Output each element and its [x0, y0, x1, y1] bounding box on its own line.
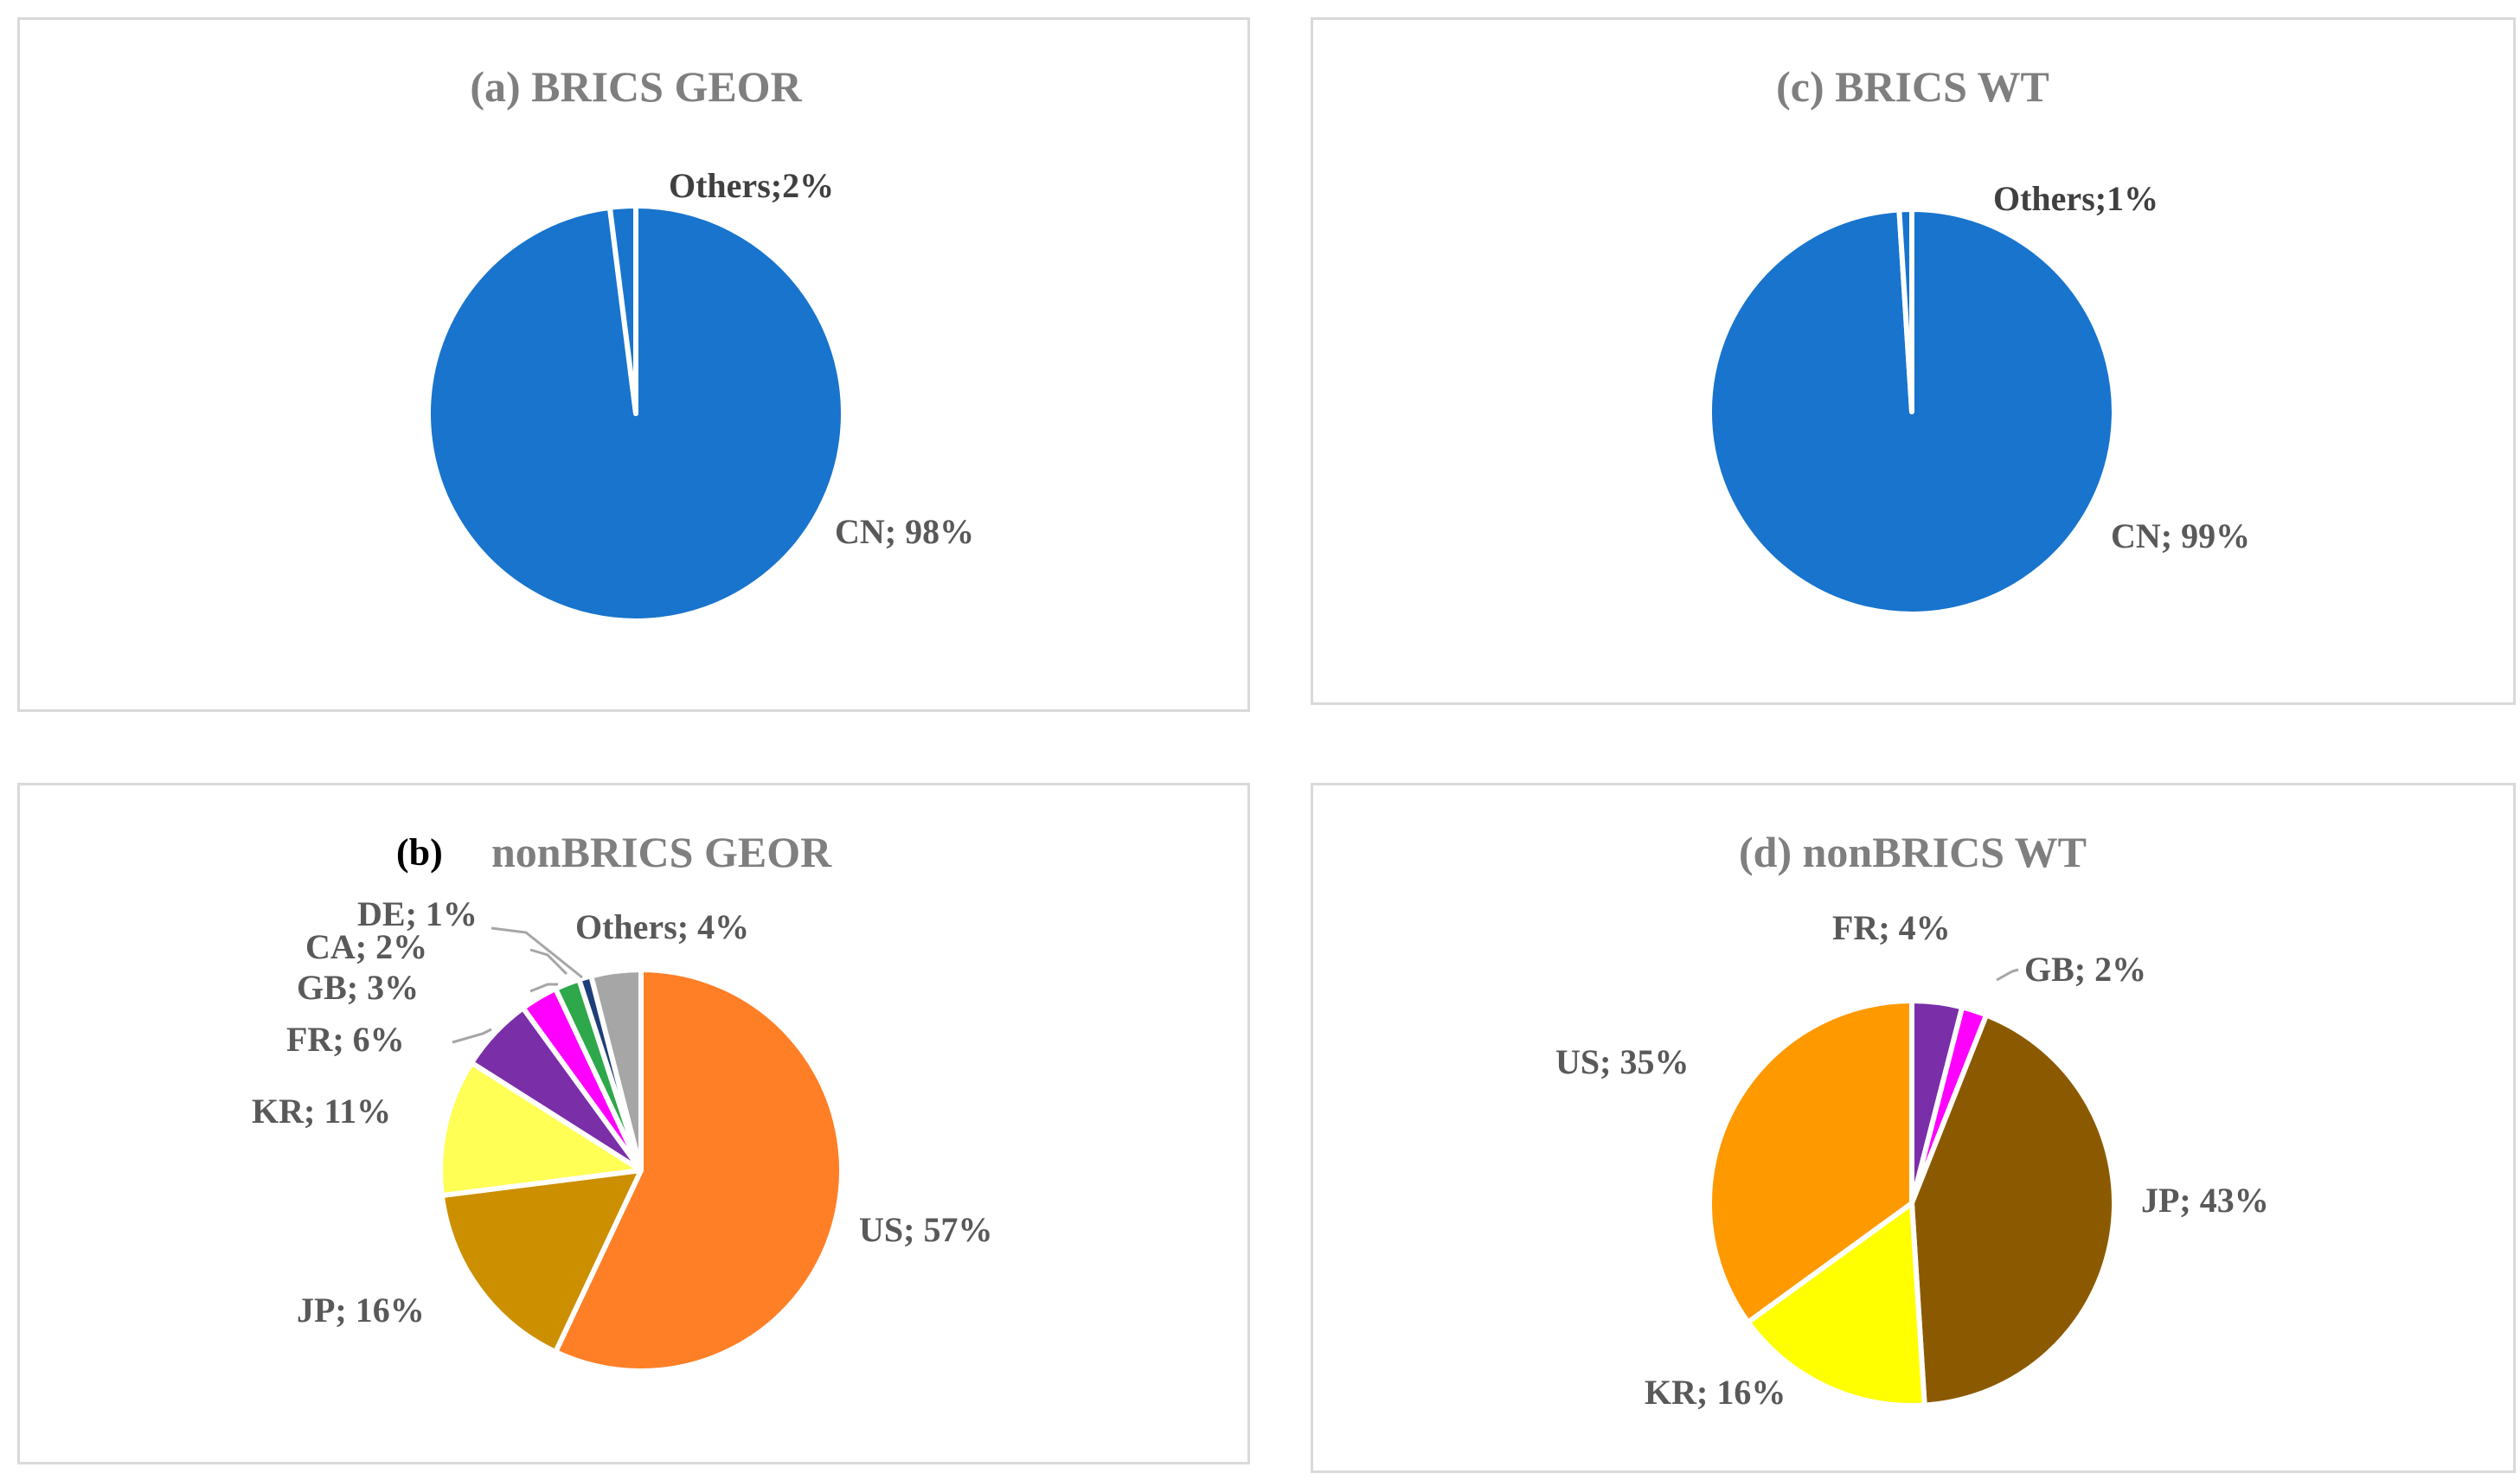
leader-line-ca: [529, 948, 568, 976]
chart-title-b: nonBRICS GEOR: [491, 828, 832, 876]
chart-panel-c: (c) BRICS WT CN; 99% Others;1%: [1311, 17, 2516, 705]
slice-label-c-others: Others;1%: [1993, 179, 2158, 218]
slice-label-d-fr: FR; 4%: [1832, 908, 1951, 947]
slice-label-c-cn: CN; 99%: [2111, 516, 2250, 555]
leader-line-fr: [452, 1028, 492, 1044]
slice-label-d-jp: JP; 43%: [2141, 1181, 2269, 1220]
chart-panel-b: (b) nonBRICS GEOR US; 57% JP; 16% KR; 11…: [17, 783, 1250, 1464]
slice-label-b-fr: FR; 6%: [286, 1020, 405, 1059]
slice-label-b-us: US; 57%: [859, 1210, 992, 1249]
pie-slice-d-kr: [1745, 1201, 1927, 1408]
pie-chart-c: (c) BRICS WT CN; 99% Others;1%: [1706, 62, 2250, 617]
chart-panel-d: (d) nonBRICS WT FR; 4% GB; 2% JP; 43% KR…: [1311, 783, 2516, 1473]
slice-label-b-others: Others; 4%: [575, 907, 749, 946]
pie-slices-b: [438, 967, 844, 1374]
chart-title-prefix-b: (b): [396, 831, 443, 874]
slice-label-d-us: US; 35%: [1555, 1042, 1689, 1081]
slice-label-a-cn: CN; 98%: [835, 512, 974, 551]
slice-label-d-gb: GB; 2%: [2024, 950, 2146, 989]
slice-label-b-jp: JP; 16%: [297, 1291, 425, 1329]
pie-chart-d: (d) nonBRICS WT FR; 4% GB; 2% JP; 43% KR…: [1555, 828, 2269, 1412]
chart-title-a: (a) BRICS GEOR: [470, 62, 802, 111]
leader-line-gb: [529, 983, 558, 993]
leader-lines-b: [452, 926, 583, 1044]
pie-slices-a: [425, 202, 846, 624]
leader-line-gb-d: [1996, 968, 2019, 982]
pie-slice-a-others: [606, 202, 638, 416]
chart-title-d: (d) nonBRICS WT: [1739, 828, 2087, 876]
pie-slice-b-others: [588, 967, 644, 1173]
pie-slice-b-kr: [438, 1060, 644, 1199]
slice-label-b-de: DE; 1%: [357, 894, 478, 933]
pie-slice-b-us: [553, 967, 844, 1374]
pie-slice-d-us: [1707, 998, 1914, 1325]
slice-label-b-ca: CA; 2%: [305, 927, 427, 966]
pie-chart-a: (a) BRICS GEOR CN; 98% Others;2%: [425, 62, 974, 624]
chart-title-c: (c) BRICS WT: [1776, 62, 2049, 111]
slice-label-b-kr: KR; 11%: [252, 1092, 391, 1131]
pie-slice-d-jp: [1909, 1012, 2118, 1408]
pie-slice-b-jp: [439, 1168, 644, 1355]
pie-slice-c-others: [1896, 206, 1914, 414]
pie-slices-d: [1707, 998, 2118, 1408]
slice-label-b-gb: GB; 3%: [297, 968, 419, 1007]
pie-slices-c: [1706, 206, 2117, 617]
leader-line-de: [491, 926, 583, 979]
slice-label-a-others: Others;2%: [669, 166, 834, 205]
pie-chart-b: (b) nonBRICS GEOR US; 57% JP; 16% KR; 11…: [252, 828, 992, 1374]
leader-lines-d: [1996, 968, 2019, 982]
chart-panel-a: (a) BRICS GEOR CN; 98% Others;2%: [17, 17, 1250, 712]
slice-label-d-kr: KR; 16%: [1645, 1373, 1786, 1412]
